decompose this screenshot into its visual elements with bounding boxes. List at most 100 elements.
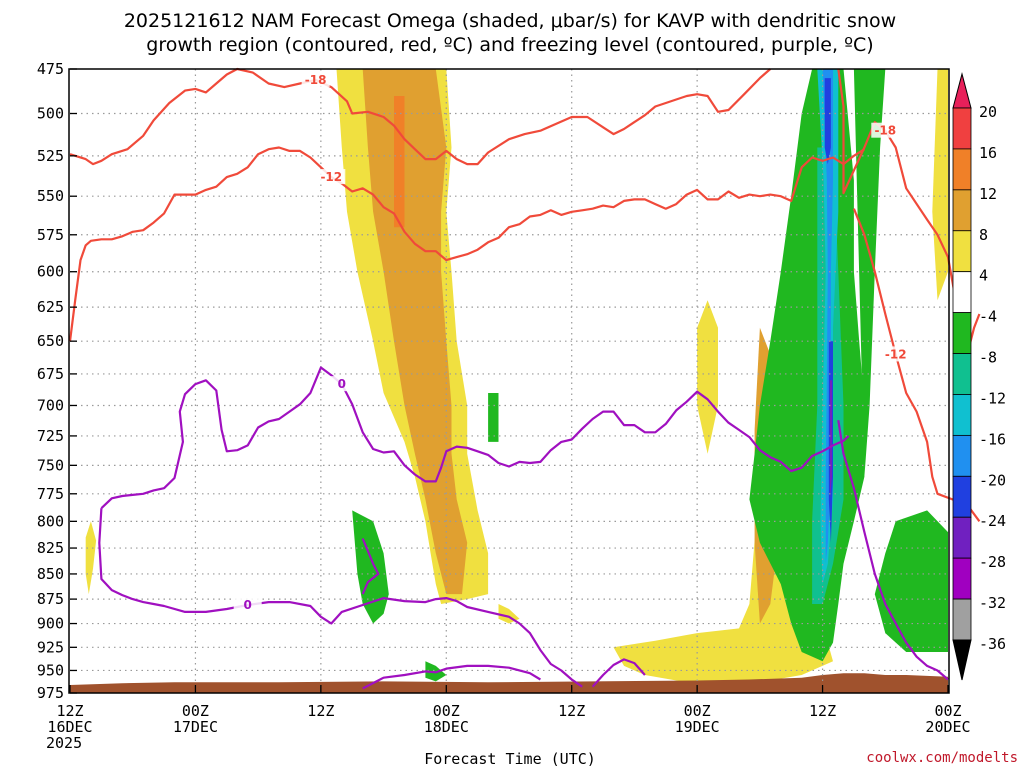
x-tick-label: 00Z xyxy=(684,702,711,720)
omega-region xyxy=(824,78,831,165)
colorbar-label: -24 xyxy=(979,512,1006,530)
dgz-contour-label: -18 xyxy=(874,124,896,138)
x-tick-label: 17DEC xyxy=(173,718,218,736)
freezing-contour xyxy=(362,664,541,690)
omega-region xyxy=(488,393,499,442)
omega-region xyxy=(498,604,520,624)
x-tick-label: 20DEC xyxy=(925,718,970,736)
terrain-fill xyxy=(70,673,948,693)
x-axis-label: Forecast Time (UTC) xyxy=(424,750,596,768)
y-tick-label: 575 xyxy=(37,226,64,244)
y-tick-label: 950 xyxy=(37,661,64,679)
freezing-contour xyxy=(100,366,850,509)
colorbar: 20 16 12 8 4 -4 -8 -12 -16 -20 -24 -28 -32 -36 xyxy=(952,72,1006,681)
colorbar-swatch xyxy=(952,148,972,191)
y-tick-label: 900 xyxy=(37,615,64,633)
colorbar-swatch xyxy=(952,475,972,518)
freezing-contour xyxy=(98,508,583,688)
colorbar-label: -32 xyxy=(979,594,1006,612)
y-tick-label: 975 xyxy=(37,684,64,702)
omega-region xyxy=(932,69,948,301)
colorbar-label: -8 xyxy=(979,349,997,367)
y-tick-label: 925 xyxy=(37,638,64,656)
colorbar-swatch xyxy=(952,557,972,600)
chart-title-line2: growth region (contoured, red, ºC) and f… xyxy=(146,34,873,56)
y-tick-label: 775 xyxy=(37,485,64,503)
x-tick-label: 16DEC xyxy=(47,718,92,736)
colorbar-label: -36 xyxy=(979,635,1006,653)
dgz-contour-label: -12 xyxy=(320,170,342,184)
y-tick-label: 750 xyxy=(37,456,64,474)
y-tick-label: 700 xyxy=(37,396,64,414)
colorbar-swatch xyxy=(952,271,972,314)
x-tick-label: 00Z xyxy=(934,702,961,720)
colorbar-label: -28 xyxy=(979,553,1006,571)
colorbar-label: 16 xyxy=(979,144,997,162)
y-tick-label: 725 xyxy=(37,427,64,445)
omega-shading xyxy=(85,69,948,685)
freezing-contour-label-bg xyxy=(233,597,262,613)
freezing-contour-label: 0 xyxy=(244,598,252,612)
colorbar-swatch xyxy=(952,434,972,477)
x-tick-label: 12Z xyxy=(809,702,836,720)
grid-layer xyxy=(70,69,948,693)
omega-region xyxy=(697,300,718,454)
source-credit: coolwx.com/modelts xyxy=(866,750,1018,766)
dgz-contour-label-bg xyxy=(871,122,900,138)
y-tick-label: 800 xyxy=(37,512,64,530)
colorbar-label: 12 xyxy=(979,185,997,203)
omega-region xyxy=(352,510,389,624)
y-axis: 475 500 525 550 575 600 625 650 675 700 725 750 775 8… xyxy=(37,60,77,702)
colorbar-swatch xyxy=(952,353,972,395)
chart-title-line1: 2025121612 NAM Forecast Omega (shaded, μ… xyxy=(124,10,896,32)
freezing-contour xyxy=(837,420,949,681)
omega-region xyxy=(85,521,97,595)
colorbar-label: -4 xyxy=(979,308,997,326)
y-tick-label: 675 xyxy=(37,365,64,383)
y-tick-label: 650 xyxy=(37,332,64,350)
x-tick-label: 12Z xyxy=(307,702,334,720)
y-tick-label: 600 xyxy=(37,263,64,281)
colorbar-swatch xyxy=(952,394,972,436)
colorbar-label: 4 xyxy=(979,267,988,285)
x-tick-label: 12Z xyxy=(558,702,585,720)
y-tick-label: 875 xyxy=(37,590,64,608)
y-tick-label: 525 xyxy=(37,147,64,165)
colorbar-label: -16 xyxy=(979,430,1006,448)
x-tick-label: 2025 xyxy=(46,734,82,752)
dgz-contour-label: -18 xyxy=(305,73,327,87)
plot-frame xyxy=(68,68,950,694)
freezing-contour xyxy=(361,538,380,595)
dgz-contour-label-bg xyxy=(317,169,346,185)
dgz-contour-label: -12 xyxy=(885,347,907,361)
colorbar-swatch xyxy=(952,598,972,641)
omega-region xyxy=(853,69,886,477)
contour-layer: -18 -12 -18 -12 0 0 xyxy=(68,67,981,690)
omega-region xyxy=(362,69,468,595)
x-tick-label: 19DEC xyxy=(675,718,720,736)
y-tick-label: 475 xyxy=(37,60,64,78)
x-tick-label: 00Z xyxy=(182,702,209,720)
x-tick-label: 12Z xyxy=(56,702,83,720)
freezing-contour-label: 0 xyxy=(338,377,346,391)
dgz-contour xyxy=(68,146,865,342)
colorbar-swatch xyxy=(952,107,972,150)
colorbar-label: -20 xyxy=(979,471,1006,489)
colorbar-top-arrow xyxy=(952,72,972,109)
freezing-contour xyxy=(591,658,646,688)
colorbar-swatch xyxy=(952,189,972,232)
omega-region xyxy=(874,510,948,652)
dgz-contour-label-bg xyxy=(881,346,910,362)
y-tick-label: 850 xyxy=(37,565,64,583)
dgz-contour-label-bg xyxy=(301,71,330,87)
colorbar-swatch xyxy=(952,516,972,559)
x-tick-label: 00Z xyxy=(433,702,460,720)
y-tick-label: 825 xyxy=(37,539,64,557)
omega-region xyxy=(394,96,405,228)
colorbar-label: 8 xyxy=(979,226,988,244)
colorbar-swatch xyxy=(952,230,972,273)
colorbar-label: -12 xyxy=(979,389,1006,407)
y-tick-label: 625 xyxy=(37,298,64,316)
